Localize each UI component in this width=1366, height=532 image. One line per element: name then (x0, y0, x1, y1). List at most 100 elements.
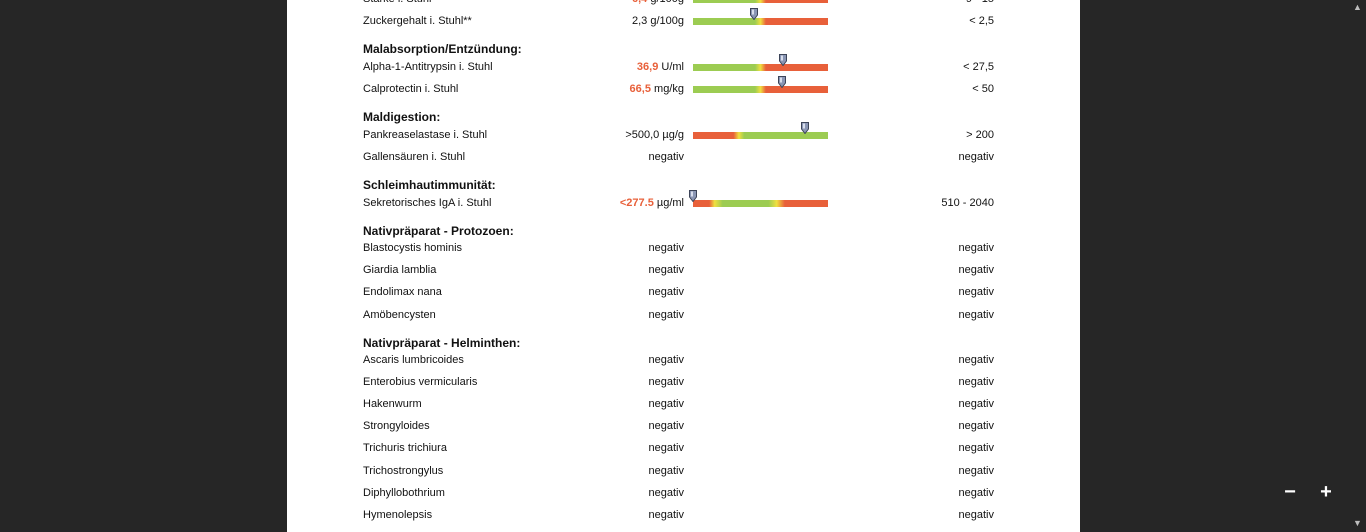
table-row: Amöbencysten negativ negativ (287, 309, 1080, 323)
test-name: Sekretorisches IgA i. Stuhl (363, 197, 492, 209)
result-number: negativ (648, 420, 684, 432)
range-marker-icon (689, 190, 697, 203)
result-unit: µg/g (662, 129, 684, 141)
range-bar (693, 0, 828, 3)
reference-range: < 2,5 (969, 15, 994, 27)
test-name: Diphyllobothrium (363, 487, 445, 499)
result-value: negativ (649, 487, 684, 499)
test-name: Gallensäuren i. Stuhl (363, 151, 466, 163)
result-number: <277.5 (619, 197, 654, 209)
result-value: negativ (649, 286, 684, 298)
result-value: negativ (649, 509, 684, 521)
test-name: Hakenwurm (363, 398, 422, 410)
reference-range: negativ (958, 442, 994, 454)
result-number: negativ (648, 151, 684, 163)
test-name: Blastocystis hominis (363, 242, 463, 254)
table-row: Ascaris lumbricoides negativ negativ (287, 354, 1080, 368)
table-row: Alpha-1-Antitrypsin i. Stuhl 36,9 U/ml < 2… (287, 54, 1080, 75)
section-heading: Nativpräparat - Helminthen: (363, 336, 521, 350)
reference-range: negativ (958, 487, 994, 499)
result-number: 66,5 (629, 83, 651, 95)
test-name: Trichuris trichiura (363, 442, 447, 454)
table-row: Giardia lamblia negativ negativ (287, 264, 1080, 278)
result-number: negativ (648, 442, 684, 454)
range-marker-icon (801, 122, 810, 135)
report-page: Stärke i. Stuhl 6,4 g/100g 9 - 15 Zuckergeh… (287, 0, 1080, 532)
result-value: negativ (649, 151, 684, 163)
scroll-down-icon[interactable]: ▼ (1353, 518, 1362, 528)
reference-range: > 200 (966, 129, 994, 141)
zoom-in-button[interactable]: + (1320, 481, 1332, 503)
result-number: negativ (648, 376, 684, 388)
test-name: Endolimax nana (363, 286, 442, 298)
test-name: Giardia lamblia (363, 264, 437, 276)
result-value: 66,5 mg/kg (630, 83, 684, 95)
table-row: Strongyloides negativ negativ (287, 420, 1080, 434)
reference-range: negativ (958, 420, 994, 432)
range-marker-icon (749, 8, 758, 21)
test-name: Stärke i. Stuhl (363, 0, 431, 5)
table-row: Trichuris trichiura negativ negativ (287, 442, 1080, 456)
reference-range: 9 - 15 (966, 0, 994, 5)
reference-range: 510 - 2040 (941, 197, 994, 209)
result-number: 6,4 (632, 0, 647, 5)
reference-range: negativ (958, 309, 994, 321)
result-value: negativ (649, 264, 684, 276)
result-value: negativ (649, 242, 684, 254)
table-row: Stärke i. Stuhl 6,4 g/100g 9 - 15 (287, 0, 1080, 7)
test-name: Zuckergehalt i. Stuhl** (363, 15, 472, 27)
result-number: negativ (648, 354, 684, 366)
reference-range: negativ (958, 398, 994, 410)
section-heading: Schleimhautimmunität: (363, 178, 496, 192)
result-value: negativ (649, 465, 684, 477)
result-number: negativ (648, 398, 684, 410)
table-row: Pankreaselastase i. Stuhl >500,0 µg/g > 20… (287, 122, 1080, 143)
zoom-out-button[interactable]: − (1284, 481, 1296, 503)
result-unit: µg/ml (656, 197, 684, 209)
reference-range: negativ (958, 151, 994, 163)
reference-range: negativ (958, 376, 994, 388)
table-row: Calprotectin i. Stuhl 66,5 mg/kg < 50 (287, 76, 1080, 97)
result-number: 2,3 (631, 15, 648, 27)
result-value: 6,4 g/100g (632, 0, 684, 5)
test-name: Ascaris lumbricoides (363, 354, 464, 366)
test-name: Pankreaselastase i. Stuhl (363, 129, 488, 141)
table-row: Diphyllobothrium negativ negativ (287, 487, 1080, 501)
result-value: 36,9 U/ml (637, 61, 684, 73)
test-name: Amöbencysten (363, 309, 436, 321)
reference-range: negativ (958, 465, 994, 477)
result-number: negativ (648, 487, 684, 499)
result-value: <277.5 µg/ml (620, 197, 684, 209)
scroll-up-icon[interactable]: ▲ (1353, 2, 1362, 12)
reference-range: negativ (958, 509, 994, 521)
result-value: negativ (649, 309, 684, 321)
test-name: Alpha-1-Antitrypsin i. Stuhl (363, 61, 493, 73)
result-number: 36,9 (636, 61, 659, 73)
result-value: 2,3 g/100g (632, 15, 684, 27)
results-table: Stärke i. Stuhl 6,4 g/100g 9 - 15 Zuckergeh… (287, 0, 1080, 532)
reference-range: negativ (958, 242, 994, 254)
test-name: Trichostrongylus (363, 465, 444, 477)
result-value: negativ (649, 376, 684, 388)
table-row: Sekretorisches IgA i. Stuhl <277.5 µg/ml 5… (287, 190, 1080, 211)
reference-range: < 27,5 (963, 61, 994, 73)
table-row: Gallensäuren i. Stuhl negativ negativ (287, 151, 1080, 165)
result-number: negativ (648, 465, 684, 477)
test-name: Strongyloides (363, 420, 430, 432)
result-value: negativ (649, 420, 684, 432)
range-bar (689, 190, 828, 207)
reference-range: < 50 (972, 83, 994, 95)
section-heading: Nativpräparat - Protozoen: (363, 224, 514, 238)
test-name: Hymenolepsis (363, 509, 433, 521)
range-bar (693, 76, 828, 93)
range-bar (693, 54, 828, 71)
result-number: negativ (648, 242, 684, 254)
scrollbar[interactable]: ▲ ▼ (1349, 0, 1366, 532)
table-row: Zuckergehalt i. Stuhl** 2,3 g/100g < 2,5 (287, 8, 1080, 29)
result-number: negativ (648, 509, 684, 521)
result-value: negativ (649, 442, 684, 454)
result-value: >500,0 µg/g (625, 129, 684, 141)
table-row: Hymenolepsis negativ negativ (287, 509, 1080, 523)
range-bar (693, 122, 828, 139)
result-value: negativ (649, 398, 684, 410)
